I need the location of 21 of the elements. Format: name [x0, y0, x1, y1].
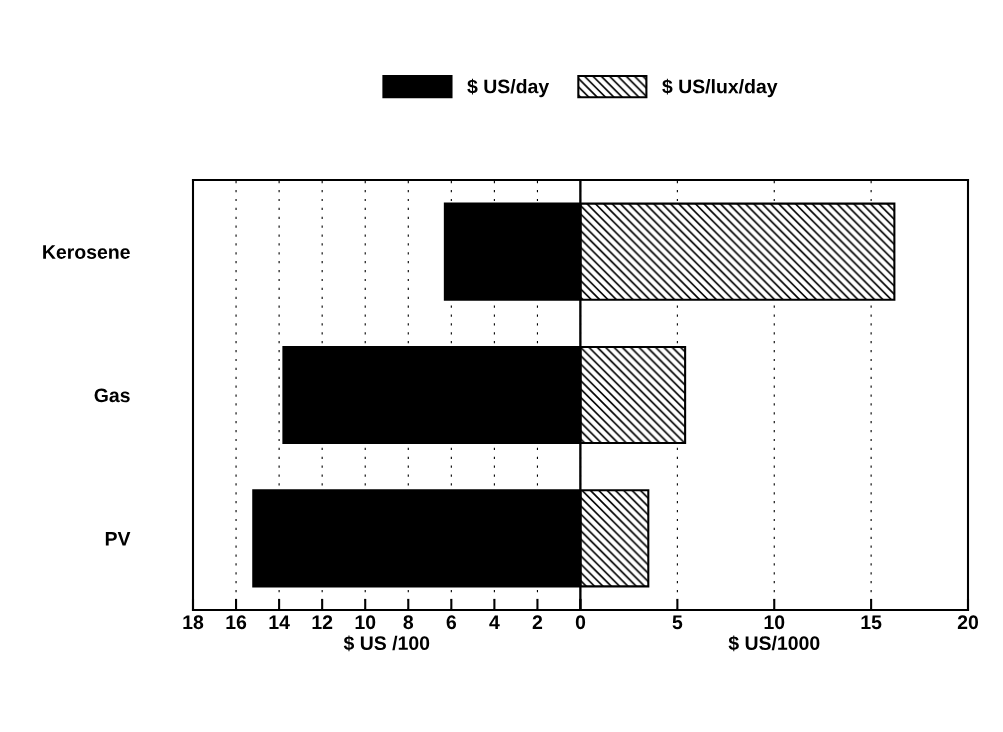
x-tick-label: 10 — [355, 615, 376, 630]
x-axis-title: $ US /100 — [343, 635, 430, 652]
x-tick-label: 16 — [226, 615, 247, 630]
x-tick-label: 20 — [957, 615, 979, 630]
x-tick-label: 10 — [764, 615, 785, 630]
x-axis-title: $ US/1000 — [728, 635, 820, 652]
x-tick-label: 14 — [269, 615, 290, 629]
legend-label: $ US/day — [467, 78, 550, 98]
y-tick-label: PV — [105, 532, 131, 546]
x-tick-label: 2 — [532, 615, 543, 629]
x-tick-label: 4 — [489, 615, 500, 629]
x-tick-label: 5 — [672, 615, 683, 630]
x-tick-label: 6 — [446, 615, 457, 630]
y-tick-label: Kerosene — [43, 245, 130, 259]
y-tick-label: Gas — [94, 388, 130, 403]
x-tick-label: 8 — [403, 615, 414, 630]
x-tick-label: 15 — [861, 615, 882, 630]
x-tick-label: 0 — [575, 615, 586, 630]
x-tick-label: 18 — [183, 615, 204, 630]
legend-label: $ US/lux/day — [662, 78, 778, 98]
x-tick-label: 12 — [312, 615, 333, 629]
